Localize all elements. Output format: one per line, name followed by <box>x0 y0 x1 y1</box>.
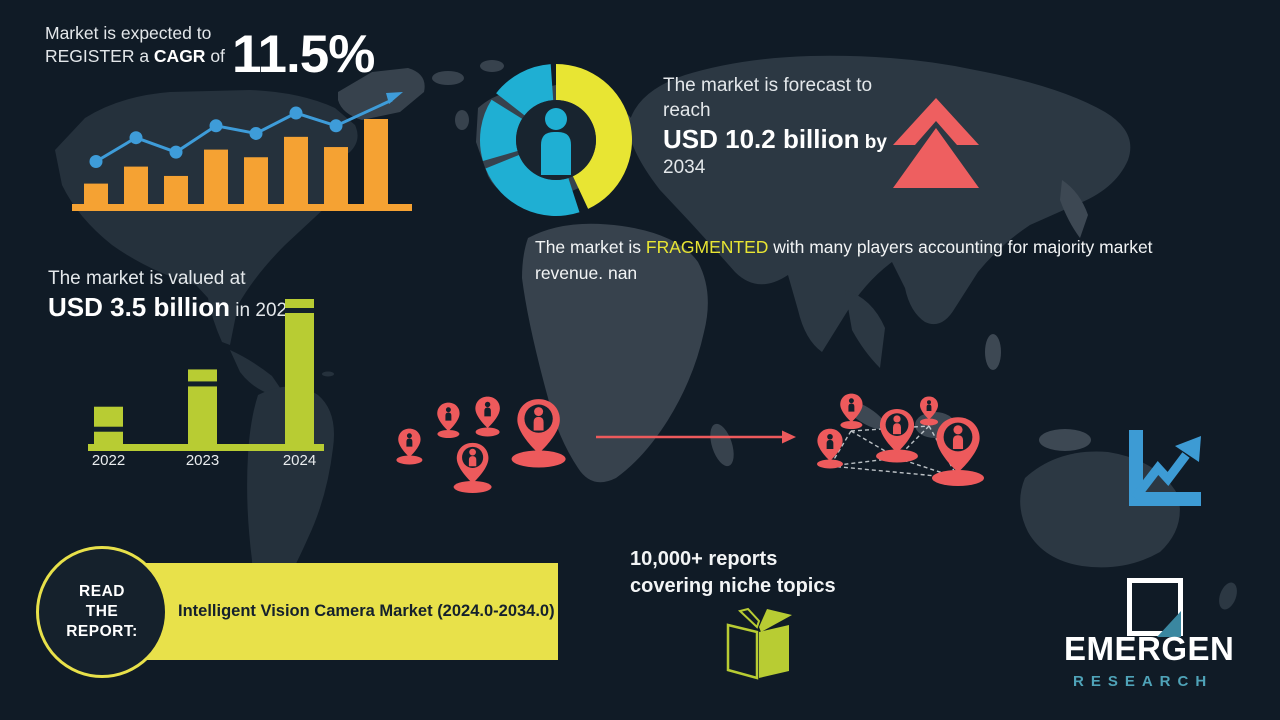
double-chevron-up-icon <box>893 98 979 188</box>
cagr-line2-pre: REGISTER a <box>45 46 154 66</box>
svg-text:2024: 2024 <box>283 452 316 469</box>
open-book-icon <box>726 607 792 680</box>
cagr-line1: Market is expected to <box>45 23 212 43</box>
fragmented-statement: The market is FRAGMENTED with many playe… <box>535 234 1207 286</box>
cagr-line2-post: of <box>205 46 225 66</box>
cagr-term: CAGR <box>153 46 206 66</box>
valuation-block: The market is valued at USD 3.5 billion … <box>48 266 298 323</box>
logo-corner-wedge-icon <box>1157 611 1181 637</box>
reports-promo: 10,000+ reports covering niche topics <box>630 546 836 600</box>
fragmented-highlight: FRAGMENTED <box>645 237 769 257</box>
cagr-headline: Market is expected to REGISTER a CAGR of <box>45 22 225 68</box>
valuation-value: USD 3.5 billion <box>48 292 231 322</box>
expansion-arrow-icon <box>596 430 796 444</box>
the-word: THE <box>85 603 119 620</box>
line-chart-arrow-icon <box>1129 430 1201 506</box>
person-icon <box>545 108 567 130</box>
valuation-suffix: in 2024 <box>230 300 298 321</box>
logo-title: EMERGEN <box>1064 630 1235 667</box>
forecast-line1: The market is forecast to <box>663 75 873 96</box>
forecast-block: The market is forecast to reach USD 10.2… <box>663 73 887 180</box>
report-word: REPORT: <box>66 623 138 640</box>
promo-line2: covering niche topics <box>630 575 836 597</box>
svg-text:2023: 2023 <box>186 452 219 469</box>
fragmented-post: with many players accounting for majorit… <box>535 237 1153 283</box>
report-banner[interactable]: Intelligent Vision Camera Market (2024.0… <box>146 563 558 660</box>
promo-line1: 10,000+ reports <box>630 548 778 570</box>
svg-text:2022: 2022 <box>92 452 125 469</box>
square-chart-logo-icon <box>1127 578 1183 636</box>
forecast-by: by <box>859 132 887 153</box>
read-report-badge: READ THE REPORT: <box>36 546 168 678</box>
report-banner-text: Intelligent Vision Camera Market (2024.0… <box>178 602 555 620</box>
cagr-trend-chart <box>72 92 412 211</box>
forecast-line2: reach <box>663 100 711 121</box>
cagr-value: 11.5% <box>232 25 375 84</box>
forecast-value: USD 10.2 billion <box>663 124 860 154</box>
forecast-year: 2034 <box>663 157 706 178</box>
logo-subtitle: RESEARCH <box>1073 673 1214 690</box>
map-pin-cluster-left-icon <box>396 396 566 493</box>
valuation-line1: The market is valued at <box>48 268 246 289</box>
market-share-donut-chart <box>480 64 632 216</box>
valuation-bar-chart: 2022 2023 2024 <box>88 299 324 469</box>
fragmented-pre: The market is <box>535 237 646 257</box>
map-pin-network-icon <box>817 393 984 486</box>
read-word: READ <box>79 583 125 600</box>
